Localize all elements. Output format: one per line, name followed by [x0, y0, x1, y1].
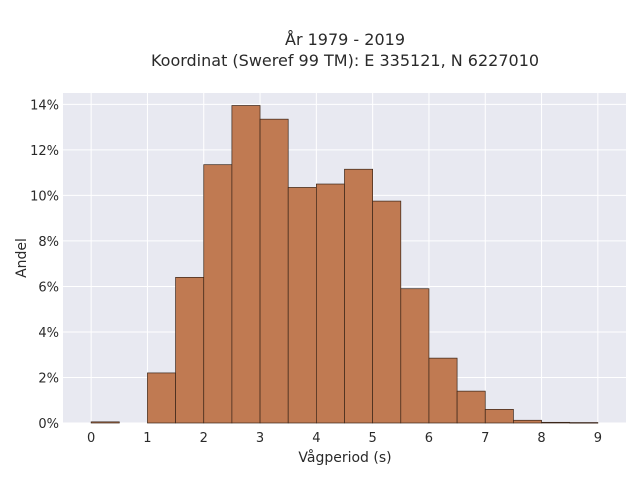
x-tick-label-1: 1: [143, 431, 151, 446]
x-tick-label-0: 0: [87, 431, 95, 446]
x-tick-label-9: 9: [594, 431, 602, 446]
x-axis-label: Vågperiod (s): [298, 449, 391, 466]
histogram-bar-4: [203, 164, 233, 424]
histogram-bar-14: [484, 408, 514, 424]
x-tick-label-6: 6: [425, 431, 433, 446]
histogram-bar-8: [316, 183, 345, 424]
y-tick-label-7: 14%: [30, 98, 59, 113]
histogram-bar-2: [147, 372, 176, 424]
y-axis-label: Andel: [14, 238, 30, 278]
histogram-bar-9: [344, 168, 373, 424]
histogram-bar-5: [231, 105, 261, 424]
x-tick-label-2: 2: [200, 431, 208, 446]
x-tick-label-7: 7: [481, 431, 489, 446]
x-tick-label-3: 3: [256, 431, 264, 446]
chart-title-line2: Koordinat (Sweref 99 TM): E 335121, N 62…: [151, 51, 539, 70]
x-tick-label-4: 4: [312, 431, 320, 446]
x-tick-label-5: 5: [369, 431, 377, 446]
histogram-bar-11: [400, 288, 430, 424]
y-tick-label-5: 10%: [30, 189, 59, 204]
x-tick-label-8: 8: [537, 431, 545, 446]
histogram-bar-12: [428, 357, 458, 424]
y-tick-label-0: 0%: [38, 417, 59, 432]
histogram-bar-7: [287, 187, 317, 424]
histogram-bar-6: [259, 118, 289, 424]
histogram-bar-10: [372, 200, 402, 424]
bars: [90, 105, 599, 424]
y-tick-label-3: 6%: [38, 280, 59, 295]
y-axis-ticks: 0% 2% 4% 6% 8% 10% 12% 14%: [30, 98, 59, 432]
y-tick-label-1: 2%: [38, 371, 59, 386]
y-tick-label-6: 12%: [30, 144, 59, 159]
chart-title-line1: År 1979 - 2019: [285, 30, 405, 49]
histogram-bar-17: [569, 422, 599, 424]
histogram-bar-3: [175, 276, 205, 424]
histogram-bar-15: [513, 419, 542, 424]
histogram-bar-13: [456, 390, 486, 424]
x-axis-ticks: 0 1 2 3 4 5 6 7 8 9: [87, 431, 602, 446]
y-tick-label-4: 8%: [38, 235, 59, 250]
histogram-bar-16: [541, 421, 571, 424]
histogram-bar-0: [90, 421, 120, 424]
y-tick-label-2: 4%: [38, 326, 59, 341]
